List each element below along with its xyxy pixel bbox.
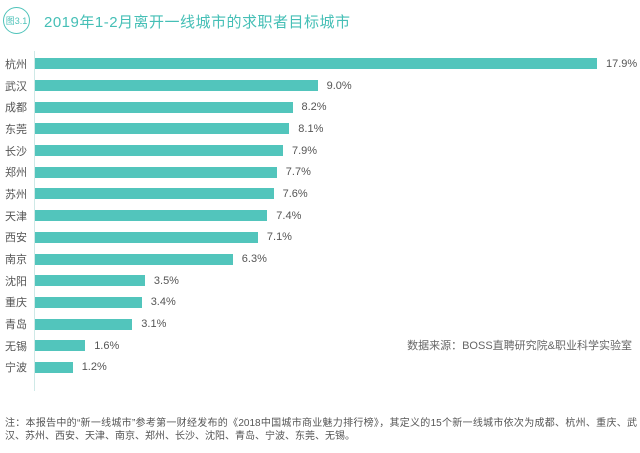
bar-row: 杭州 17.9% (0, 53, 640, 75)
value-label: 9.0% (326, 79, 352, 92)
bar (35, 275, 145, 287)
bar (35, 188, 274, 200)
footnote-text: 注：本报告中的“新一线城市”参考第一财经发布的《2018中国城市商业魅力排行榜》… (5, 418, 637, 442)
bar-row: 成都 8.2% (0, 96, 640, 118)
value-label: 7.9% (292, 144, 318, 157)
category-label: 青岛 (5, 319, 27, 332)
figure-number-badge: 图3.1 (3, 7, 30, 34)
value-label: 8.1% (298, 122, 324, 135)
value-label: 6.3% (241, 253, 267, 266)
chart-title: 2019年1-2月离开一线城市的求职者目标城市 (44, 14, 351, 31)
bar (35, 253, 233, 265)
bar (35, 166, 277, 178)
value-label: 1.6% (94, 339, 120, 352)
value-label: 3.5% (153, 274, 179, 287)
bar (35, 80, 318, 92)
bar-row: 青岛 3.1% (0, 313, 640, 335)
category-label: 无锡 (5, 340, 27, 353)
value-label: 1.2% (81, 361, 107, 374)
bar-row: 天津 7.4% (0, 205, 640, 227)
bar (35, 231, 258, 243)
value-label: 3.4% (150, 296, 176, 309)
bar-row: 苏州 7.6% (0, 183, 640, 205)
category-label: 宁波 (5, 362, 27, 375)
bar (35, 318, 133, 330)
bar-row: 郑州 7.7% (0, 161, 640, 183)
category-label: 苏州 (5, 188, 27, 201)
category-label: 天津 (5, 210, 27, 223)
bar-row: 武汉 9.0% (0, 75, 640, 97)
bar (35, 58, 597, 70)
category-label: 西安 (5, 232, 27, 245)
category-label: 重庆 (5, 297, 27, 310)
bar-row: 无锡 1.6% (0, 335, 640, 357)
value-label: 17.9% (606, 57, 638, 70)
figure-number-label: 图3.1 (5, 16, 28, 26)
value-label: 7.6% (282, 187, 308, 200)
data-source-note: 数据来源：BOSS直聘研究院&职业科学实验室 (407, 340, 632, 352)
bar (35, 340, 86, 352)
value-label: 8.2% (301, 101, 327, 114)
value-label: 7.7% (285, 166, 311, 179)
bar (35, 145, 283, 157)
category-label: 郑州 (5, 167, 27, 180)
value-label: 3.1% (141, 318, 167, 331)
bar-row: 南京 6.3% (0, 248, 640, 270)
y-axis-line (34, 51, 35, 391)
bar (35, 101, 293, 113)
value-label: 7.1% (266, 231, 292, 244)
bar-row: 西安 7.1% (0, 227, 640, 249)
bar-row: 东莞 8.1% (0, 118, 640, 140)
bar (35, 210, 268, 222)
category-label: 东莞 (5, 123, 27, 136)
bar (35, 123, 290, 135)
bar (35, 296, 142, 308)
bar-row: 沈阳 3.5% (0, 270, 640, 292)
category-label: 南京 (5, 254, 27, 267)
bar-rows: 杭州 17.9% 武汉 9.0% 成都 8.2% 东莞 8.1% 长沙 7.9% 郑州 7.7% 苏州 7… (0, 53, 640, 378)
category-label: 长沙 (5, 145, 27, 158)
category-label: 成都 (5, 102, 27, 115)
bar-chart: 杭州 17.9% 武汉 9.0% 成都 8.2% 东莞 8.1% 长沙 7.9% 郑州 7.7% 苏州 7… (0, 51, 640, 391)
value-label: 7.4% (276, 209, 302, 222)
category-label: 武汉 (5, 80, 27, 93)
bar (35, 361, 73, 373)
bar-row: 宁波 1.2% (0, 357, 640, 379)
category-label: 杭州 (5, 58, 27, 71)
bar-row: 重庆 3.4% (0, 292, 640, 314)
category-label: 沈阳 (5, 275, 27, 288)
bar-row: 长沙 7.9% (0, 140, 640, 162)
